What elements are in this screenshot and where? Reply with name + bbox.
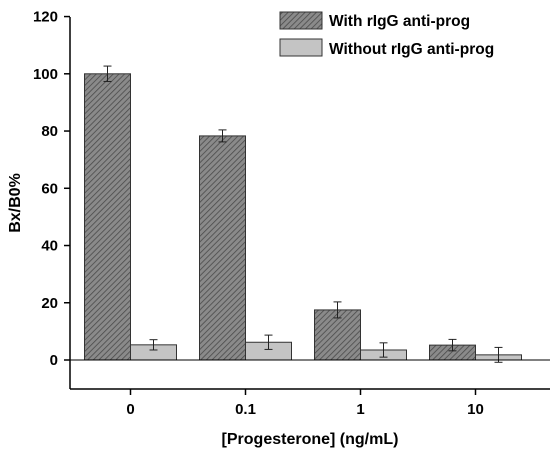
y-tick-label: 80 <box>41 123 58 140</box>
y-tick-label: 0 <box>50 352 58 369</box>
x-tick-label: 1 <box>356 401 364 418</box>
y-tick-label: 40 <box>41 238 58 255</box>
x-tick-label: 10 <box>467 401 484 418</box>
y-tick-label: 60 <box>41 180 58 197</box>
legend-label-series-1: With rIgG anti-prog <box>329 13 470 30</box>
x-tick-label: 0 <box>126 401 134 418</box>
legend-label-series-2: Without rIgG anti-prog <box>329 41 494 58</box>
bar-series-1 <box>199 135 246 361</box>
y-axis-title: Bx/B0% <box>7 173 24 233</box>
x-tick-label: 0.1 <box>235 401 256 418</box>
x-axis-title: [Progesterone] (ng/mL) <box>222 431 399 448</box>
y-tick-label: 100 <box>33 66 58 83</box>
bar-series-1 <box>84 73 131 361</box>
legend: With rIgG anti-prog Without rIgG anti-pr… <box>279 11 494 58</box>
y-tick-label: 20 <box>41 295 58 312</box>
legend-swatch-series-2 <box>279 38 323 57</box>
legend-swatch-series-1 <box>279 11 323 30</box>
y-tick-label: 120 <box>33 9 58 26</box>
